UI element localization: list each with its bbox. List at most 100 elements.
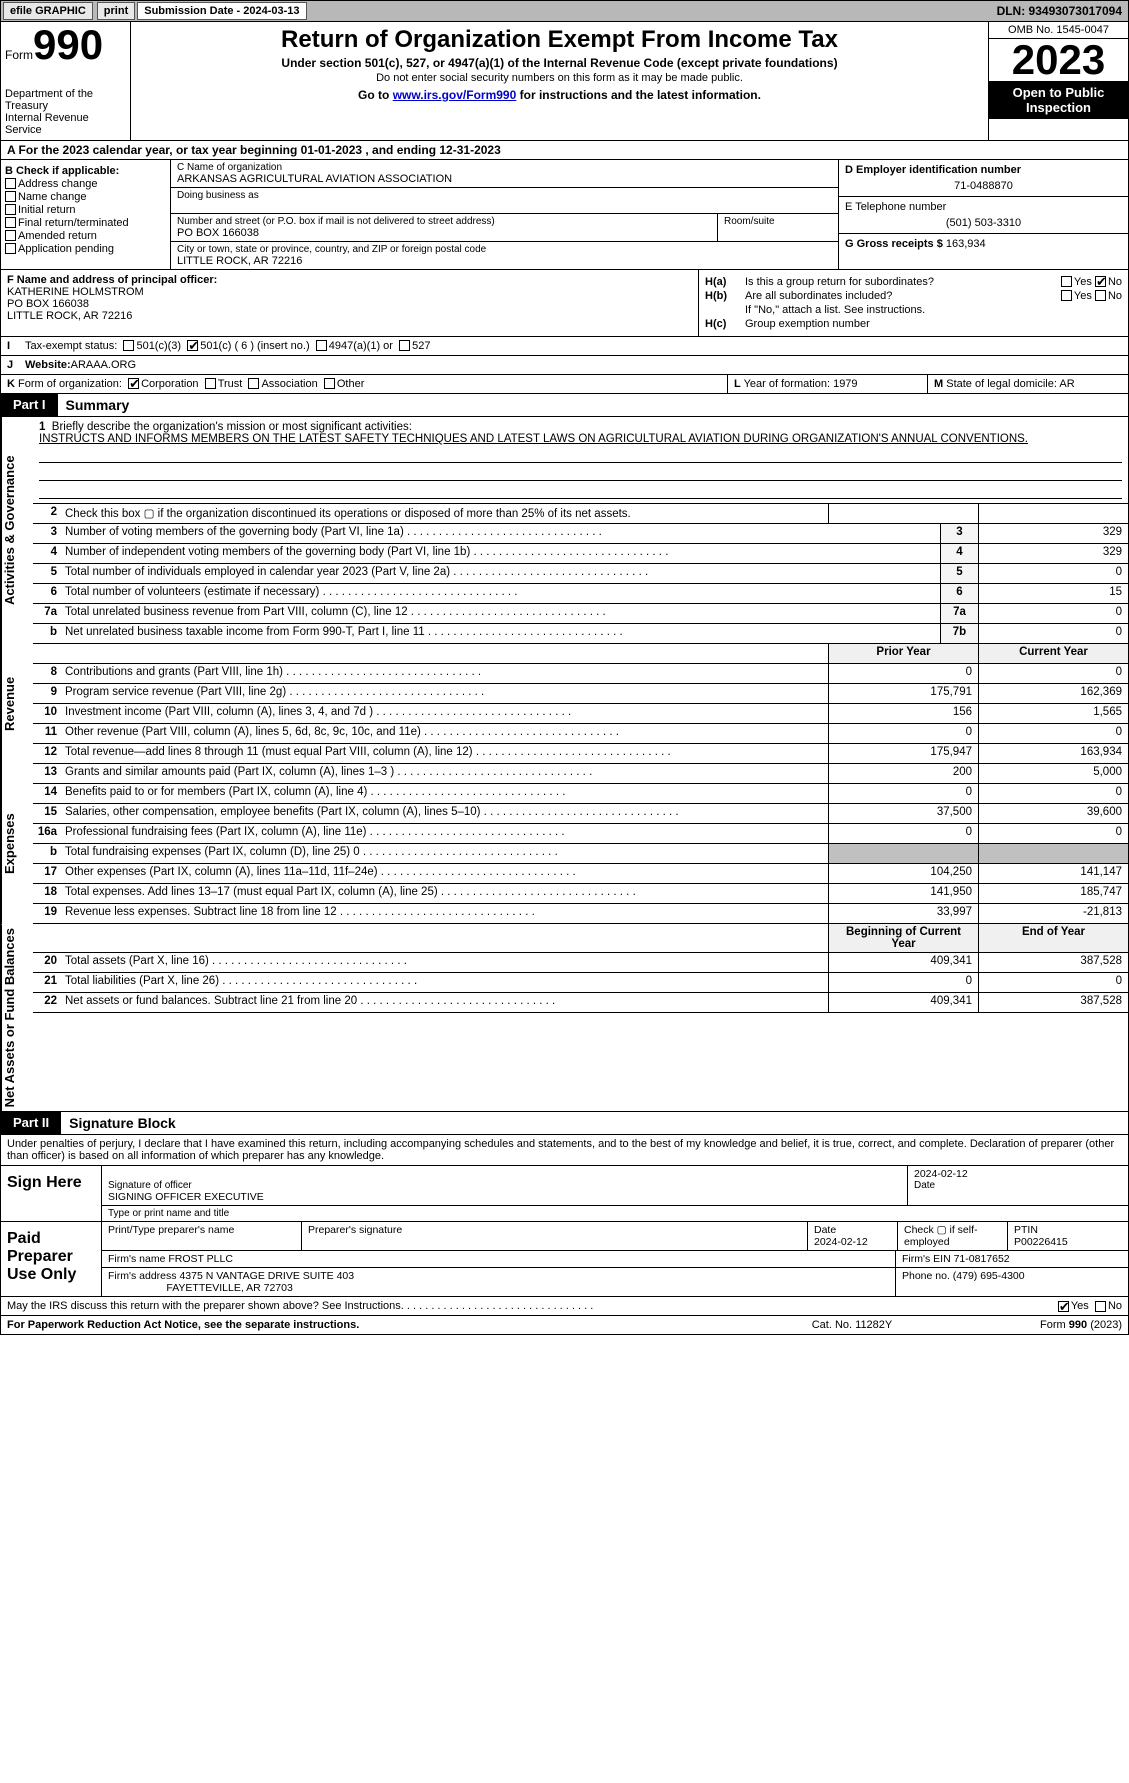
page-footer: For Paperwork Reduction Act Notice, see …	[0, 1316, 1129, 1335]
cb-application-pending[interactable]: Application pending	[5, 243, 166, 255]
sign-here-label: Sign Here	[1, 1166, 101, 1221]
summary-row: 20Total assets (Part X, line 16)409,3413…	[33, 953, 1128, 973]
paid-preparer-label: Paid Preparer Use Only	[1, 1222, 101, 1296]
header-right: OMB No. 1545-0047 2023 Open to Public In…	[988, 22, 1128, 140]
dln-label: DLN: 93493073017094	[997, 4, 1128, 18]
gross-value: 163,934	[946, 238, 986, 250]
cb-4947[interactable]	[316, 340, 327, 351]
section-vlabel: Activities & Governance	[1, 417, 33, 644]
sig-title-label: Type or print name and title	[102, 1206, 1128, 1221]
efile-button[interactable]: efile GRAPHIC	[3, 2, 93, 20]
ha-text: Is this a group return for subordinates?	[745, 276, 1012, 288]
line-j: J Website: ARAAA.ORG	[0, 356, 1129, 375]
print-button[interactable]: print	[97, 2, 135, 20]
part1-header: Part I Summary	[0, 394, 1129, 417]
cb-501c3[interactable]	[123, 340, 134, 351]
summary-row: 22Net assets or fund balances. Subtract …	[33, 993, 1128, 1013]
summary-row: 7aTotal unrelated business revenue from …	[33, 604, 1128, 624]
section-body: 1 Briefly describe the organization's mi…	[33, 417, 1128, 644]
cb-final-return[interactable]: Final return/terminated	[5, 217, 166, 229]
line-i-text: Tax-exempt status:	[25, 340, 117, 352]
summary-row: bTotal fundraising expenses (Part IX, co…	[33, 844, 1128, 864]
firm-name-value: FROST PLLC	[168, 1253, 233, 1265]
line-l: L Year of formation: 1979	[728, 375, 928, 393]
officer-addr1: PO BOX 166038	[7, 298, 692, 310]
summary-row: 11Other revenue (Part VIII, column (A), …	[33, 724, 1128, 744]
opt-501c3: 501(c)(3)	[136, 340, 181, 352]
phone-label: E Telephone number	[845, 201, 1122, 213]
part2-header: Part II Signature Block	[0, 1112, 1129, 1135]
form-word: Form	[5, 48, 33, 62]
section-vlabel: Expenses	[1, 764, 33, 924]
officer-addr2: LITTLE ROCK, AR 72216	[7, 310, 692, 322]
cb-association[interactable]	[248, 378, 259, 389]
prep-self-employed: Check ▢ if self-employed	[898, 1222, 1008, 1250]
line-j-label: J	[7, 359, 25, 371]
header-left: Form990 Department of the Treasury Inter…	[1, 22, 131, 140]
summary-row: 21Total liabilities (Part X, line 26)00	[33, 973, 1128, 993]
cb-discuss-yes[interactable]	[1058, 1301, 1069, 1312]
cb-trust[interactable]	[205, 378, 216, 389]
ptin-label: PTIN	[1014, 1224, 1038, 1236]
firm-addr-label: Firm's address	[108, 1270, 179, 1282]
officer-name: KATHERINE HOLMSTROM	[7, 286, 692, 298]
box-c: C Name of organization ARKANSAS AGRICULT…	[171, 160, 838, 269]
prep-name-label: Print/Type preparer's name	[102, 1222, 302, 1250]
hb-label: H(b)	[705, 290, 745, 302]
firm-ein-label: Firm's EIN	[902, 1253, 954, 1265]
section-vlabel: Net Assets or Fund Balances	[1, 924, 33, 1111]
irs-link[interactable]: www.irs.gov/Form990	[393, 88, 517, 102]
box-f: F Name and address of principal officer:…	[1, 270, 698, 336]
column-header-row: Prior YearCurrent Year	[33, 644, 1128, 664]
section-body: Beginning of Current YearEnd of Year20To…	[33, 924, 1128, 1111]
firm-phone-label: Phone no.	[902, 1270, 953, 1282]
form-subtitle-2: Do not enter social security numbers on …	[139, 72, 980, 84]
cb-other[interactable]	[324, 378, 335, 389]
form-title: Return of Organization Exempt From Incom…	[139, 26, 980, 54]
cb-discuss-no[interactable]	[1095, 1301, 1106, 1312]
line-k-text: Form of organization:	[18, 378, 122, 390]
inspection-label: Open to Public Inspection	[989, 81, 1128, 119]
discuss-row: May the IRS discuss this return with the…	[0, 1297, 1129, 1316]
dept-label: Department of the Treasury Internal Reve…	[5, 88, 126, 136]
cb-amended-return[interactable]: Amended return	[5, 230, 166, 242]
cb-527[interactable]	[399, 340, 410, 351]
cb-name-change[interactable]: Name change	[5, 191, 166, 203]
line-k: K Form of organization: Corporation Trus…	[1, 375, 728, 393]
section-body: 13Grants and similar amounts paid (Part …	[33, 764, 1128, 924]
footer-form: Form 990 (2023)	[942, 1319, 1122, 1331]
summary-section: Activities & Governance1 Briefly describ…	[0, 417, 1129, 644]
ptin-value: P00226415	[1014, 1236, 1068, 1248]
line-klm: K Form of organization: Corporation Trus…	[0, 375, 1129, 394]
phone-value: (501) 503-3310	[845, 217, 1122, 229]
city-row: City or town, state or province, country…	[171, 242, 838, 269]
org-name-row: C Name of organization ARKANSAS AGRICULT…	[171, 160, 838, 188]
discuss-text: May the IRS discuss this return with the…	[7, 1300, 1058, 1312]
summary-row: 6Total number of volunteers (estimate if…	[33, 584, 1128, 604]
sig-date-cell: 2024-02-12 Date	[908, 1166, 1128, 1205]
signature-intro: Under penalties of perjury, I declare th…	[0, 1135, 1129, 1166]
section-body: Prior YearCurrent Year8Contributions and…	[33, 644, 1128, 764]
tax-year: 2023	[989, 39, 1128, 81]
address-row: Number and street (or P.O. box if mail i…	[171, 214, 838, 242]
cb-address-change[interactable]: Address change	[5, 178, 166, 190]
summary-row: 3Number of voting members of the governi…	[33, 524, 1128, 544]
top-toolbar: efile GRAPHIC print Submission Date - 20…	[0, 0, 1129, 22]
summary-row: 18Total expenses. Add lines 13–17 (must …	[33, 884, 1128, 904]
cb-corporation[interactable]	[128, 378, 139, 389]
gross-label: G Gross receipts $	[845, 238, 943, 250]
ha-label: H(a)	[705, 276, 745, 288]
ein-value: 71-0488870	[845, 180, 1122, 192]
summary-row: 10Investment income (Part VIII, column (…	[33, 704, 1128, 724]
city-label: City or town, state or province, country…	[177, 244, 832, 255]
box-g: G Gross receipts $ 163,934	[839, 234, 1128, 254]
opt-4947: 4947(a)(1) or	[329, 340, 393, 352]
firm-addr1: 4375 N VANTAGE DRIVE SUITE 403	[179, 1270, 354, 1282]
summary-row: 19Revenue less expenses. Subtract line 1…	[33, 904, 1128, 924]
sig-officer-name: SIGNING OFFICER EXECUTIVE	[108, 1191, 901, 1203]
box-b-label: B Check if applicable:	[5, 165, 166, 177]
cb-501c[interactable]	[187, 340, 198, 351]
form-number: 990	[33, 21, 103, 68]
box-b: B Check if applicable: Address change Na…	[1, 160, 171, 269]
cb-initial-return[interactable]: Initial return	[5, 204, 166, 216]
